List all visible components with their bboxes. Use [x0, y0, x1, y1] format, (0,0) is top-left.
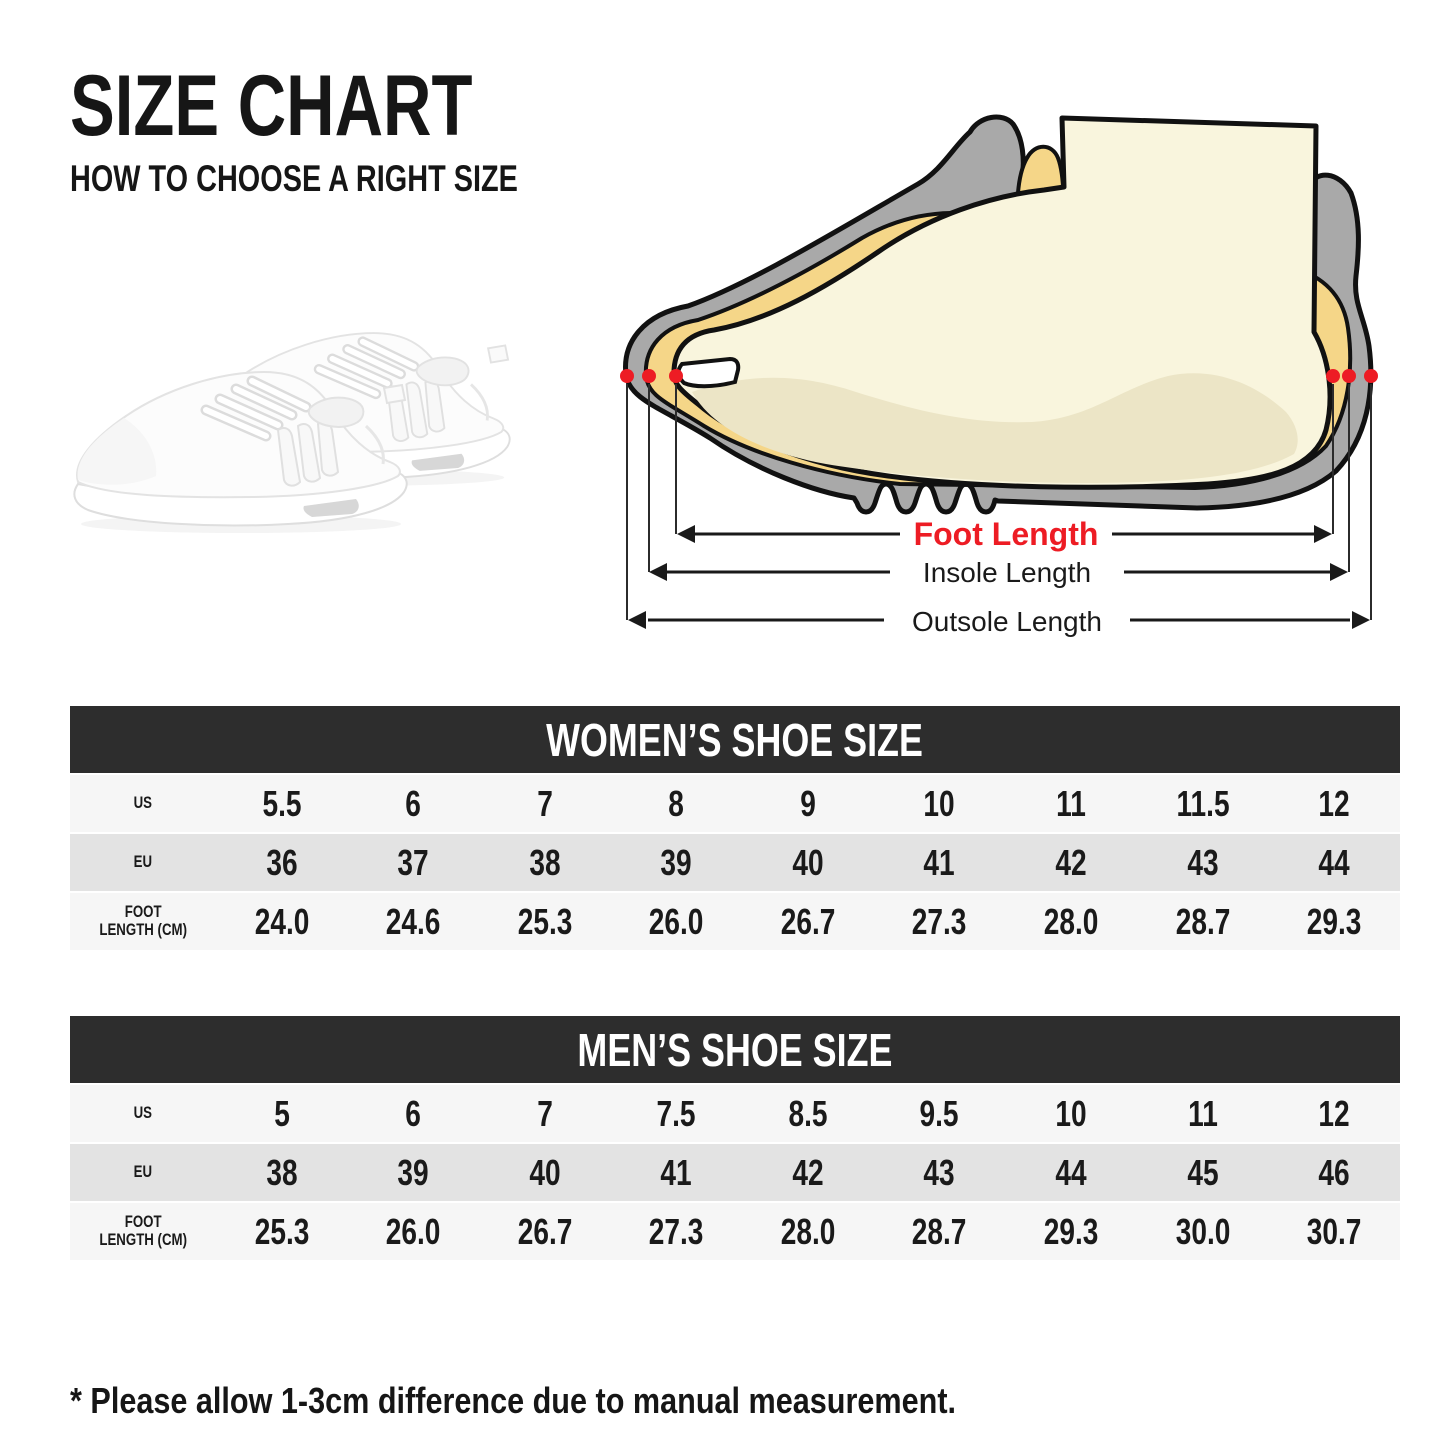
- mens-table-header: MEN’S SHOE SIZE: [70, 1016, 1400, 1083]
- size-cell: 24.0: [254, 900, 310, 942]
- size-cell: 29.3: [1043, 1210, 1099, 1252]
- size-cell: 26.0: [649, 900, 704, 942]
- size-cell: 24.6: [385, 900, 441, 942]
- size-cell: 26.0: [385, 1210, 441, 1252]
- mens-footlength-row: FOOT LENGTH (CM) 25.3 26.0 26.7 27.3 28.0…: [70, 1203, 1400, 1260]
- foot-length-arrowheads: [677, 525, 1332, 543]
- size-cell: 42: [1055, 841, 1087, 883]
- size-cell: 6: [405, 782, 422, 824]
- row-label-eu: EU: [133, 852, 153, 871]
- size-cell: 39: [397, 1151, 429, 1193]
- size-cell: 7.5: [656, 1092, 696, 1134]
- size-cell: 9.5: [919, 1092, 960, 1134]
- row-label-us: US: [133, 1103, 153, 1122]
- row-label-us: US: [133, 793, 153, 812]
- size-cell: 12: [1318, 782, 1350, 824]
- size-cell: 27.3: [649, 1210, 704, 1252]
- toenail-shape: [676, 356, 741, 389]
- size-cell: 11: [1056, 782, 1086, 824]
- size-cell: 41: [923, 841, 956, 883]
- size-cell: 28.7: [912, 1210, 967, 1252]
- foot-measurement-diagram: Foot Length Insole Length Outsole Length: [620, 114, 1378, 637]
- size-cell: 38: [266, 1151, 298, 1193]
- size-cell: 29.3: [1306, 900, 1362, 942]
- size-cell: 30.7: [1306, 1210, 1362, 1252]
- mens-table-title: MEN’S SHOE SIZE: [70, 1016, 1400, 1083]
- size-cell: 30.0: [1175, 1210, 1230, 1252]
- size-cell: 40: [792, 841, 824, 883]
- womens-us-row: US 5.5 6 7 8 9 10 11 11.5 12: [70, 775, 1400, 832]
- size-cell: 45: [1186, 1151, 1219, 1193]
- size-cell: 46: [1318, 1151, 1350, 1193]
- size-cell: 28.0: [780, 1210, 836, 1252]
- row-label-foot-length: FOOT LENGTH (CM): [99, 1211, 187, 1250]
- size-cell: 10: [1055, 1092, 1087, 1134]
- size-cell: 7: [537, 1092, 553, 1134]
- foot-length-label: Foot Length: [914, 516, 1099, 552]
- insole-length-arrowheads: [649, 563, 1348, 581]
- size-cell: 44: [1318, 841, 1350, 883]
- size-cell: 8.5: [788, 1092, 828, 1134]
- size-cell: 7: [537, 782, 553, 824]
- size-cell: 26.7: [780, 900, 836, 942]
- size-cell: 26.7: [517, 1210, 573, 1252]
- size-cell: 27.3: [912, 900, 967, 942]
- insole-length-label: Insole Length: [923, 557, 1091, 588]
- womens-table-header: WOMEN’S SHOE SIZE: [70, 706, 1400, 773]
- size-cell: 28.0: [1043, 900, 1099, 942]
- product-photo-sneakers: [62, 332, 532, 542]
- page-title: SIZE CHART: [70, 58, 644, 154]
- size-cell: 42: [792, 1151, 824, 1193]
- row-label-foot-length: FOOT LENGTH (CM): [99, 901, 187, 940]
- size-cell: 43: [923, 1151, 956, 1193]
- size-cell: 5: [273, 1092, 290, 1134]
- womens-footlength-row: FOOT LENGTH (CM) 24.0 24.6 25.3 26.0 26.7…: [70, 893, 1400, 950]
- size-cell: 10: [923, 782, 956, 824]
- mens-us-row: US 5 6 7 7.5 8.5 9.5 10 11 12: [70, 1085, 1400, 1142]
- size-cell: 25.3: [254, 1210, 310, 1252]
- womens-eu-row: EU 36 37 38 39 40 41 42 43 44: [70, 834, 1400, 891]
- outsole-length-arrowheads: [628, 611, 1370, 629]
- size-cell: 25.3: [517, 900, 573, 942]
- outsole-length-label: Outsole Length: [912, 606, 1102, 637]
- page-title-text: SIZE CHART: [70, 58, 473, 154]
- mens-table-title-text: MEN’S SHOE SIZE: [577, 1023, 893, 1076]
- womens-size-table: WOMEN’S SHOE SIZE US 5.5 6 7 8 9 10 11 1…: [70, 704, 1400, 952]
- header-block: SIZE CHART HOW TO CHOOSE A RIGHT SIZE: [70, 58, 644, 197]
- measure-dots: [620, 369, 1378, 383]
- size-cell: 43: [1186, 841, 1219, 883]
- size-cell: 44: [1055, 1151, 1087, 1193]
- size-cell: 41: [660, 1151, 693, 1193]
- row-label-eu: EU: [133, 1162, 153, 1181]
- size-cell: 5.5: [262, 782, 302, 824]
- measure-guide-lines: [626, 384, 1372, 620]
- mens-eu-row: EU 38 39 40 41 42 43 44 45 46: [70, 1144, 1400, 1201]
- measurement-footnote: * Please allow 1-3cm difference due to m…: [70, 1380, 1112, 1422]
- mens-size-table: MEN’S SHOE SIZE US 5 6 7 7.5 8.5 9.5 10 …: [70, 1014, 1400, 1262]
- size-cell: 28.7: [1175, 900, 1230, 942]
- womens-table-title-text: WOMEN’S SHOE SIZE: [546, 713, 924, 766]
- size-cell: 12: [1318, 1092, 1350, 1134]
- size-cell: 38: [529, 841, 561, 883]
- foot-shadow-shape: [692, 373, 1298, 484]
- page-subtitle: HOW TO CHOOSE A RIGHT SIZE: [70, 160, 644, 197]
- size-cell: 6: [405, 1092, 422, 1134]
- size-cell: 37: [397, 841, 429, 883]
- page-subtitle-text: HOW TO CHOOSE A RIGHT SIZE: [70, 157, 518, 199]
- measurement-footnote-text: * Please allow 1-3cm difference due to m…: [70, 1380, 957, 1421]
- size-cell: 8: [668, 782, 685, 824]
- size-cell: 11: [1187, 1092, 1218, 1134]
- size-cell: 39: [660, 841, 693, 883]
- size-cell: 9: [800, 782, 816, 824]
- size-cell: 40: [529, 1151, 561, 1193]
- size-cell: 36: [266, 841, 298, 883]
- womens-table-title: WOMEN’S SHOE SIZE: [70, 706, 1400, 773]
- size-cell: 11.5: [1176, 782, 1230, 824]
